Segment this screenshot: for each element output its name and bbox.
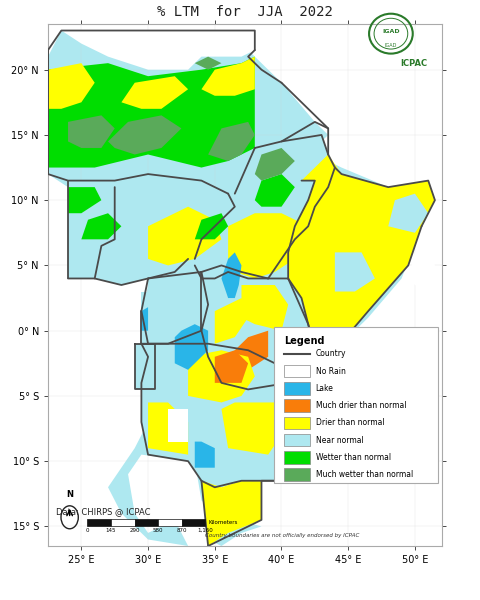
Polygon shape bbox=[188, 142, 342, 278]
Polygon shape bbox=[388, 194, 428, 233]
Polygon shape bbox=[228, 213, 315, 278]
Bar bbox=[182, 520, 205, 526]
Bar bbox=[284, 451, 310, 464]
Polygon shape bbox=[202, 481, 262, 546]
Text: IGAD: IGAD bbox=[382, 29, 400, 34]
Polygon shape bbox=[195, 213, 228, 239]
Bar bbox=[284, 416, 310, 429]
Text: Much wetter than normal: Much wetter than normal bbox=[316, 470, 413, 479]
Text: Legend: Legend bbox=[284, 336, 324, 346]
Polygon shape bbox=[208, 122, 255, 161]
Polygon shape bbox=[148, 403, 188, 455]
Polygon shape bbox=[108, 115, 181, 154]
Text: Kilometers: Kilometers bbox=[209, 520, 238, 525]
Bar bbox=[284, 468, 310, 481]
Text: Lake: Lake bbox=[316, 384, 334, 393]
Text: ICPAC: ICPAC bbox=[400, 59, 428, 68]
Bar bbox=[274, 327, 438, 484]
Polygon shape bbox=[81, 213, 121, 239]
Polygon shape bbox=[135, 344, 155, 389]
Polygon shape bbox=[142, 307, 148, 331]
Polygon shape bbox=[221, 403, 281, 455]
Polygon shape bbox=[335, 253, 375, 292]
Polygon shape bbox=[175, 324, 208, 370]
Polygon shape bbox=[228, 331, 268, 370]
Text: 145: 145 bbox=[106, 528, 116, 533]
Polygon shape bbox=[215, 350, 248, 383]
Text: N: N bbox=[66, 490, 73, 499]
Bar bbox=[284, 382, 310, 395]
Polygon shape bbox=[195, 56, 221, 70]
Text: Data: CHIRPS @ ICPAC: Data: CHIRPS @ ICPAC bbox=[56, 507, 150, 516]
Text: Much drier than normal: Much drier than normal bbox=[316, 401, 406, 410]
Polygon shape bbox=[188, 350, 255, 403]
Text: Wetter than normal: Wetter than normal bbox=[316, 453, 391, 462]
Polygon shape bbox=[255, 174, 295, 206]
Bar bbox=[284, 365, 310, 377]
Bar bbox=[111, 520, 134, 526]
Polygon shape bbox=[255, 148, 295, 181]
Polygon shape bbox=[241, 285, 288, 331]
Polygon shape bbox=[221, 253, 241, 298]
Polygon shape bbox=[288, 154, 435, 350]
Text: 580: 580 bbox=[153, 528, 164, 533]
Text: IGAD: IGAD bbox=[385, 43, 397, 47]
Polygon shape bbox=[215, 298, 248, 344]
Polygon shape bbox=[202, 265, 308, 389]
Text: 290: 290 bbox=[129, 528, 140, 533]
Polygon shape bbox=[235, 135, 328, 200]
Text: Near normal: Near normal bbox=[316, 436, 363, 445]
Polygon shape bbox=[142, 292, 155, 311]
Bar bbox=[87, 520, 111, 526]
Text: Drier than normal: Drier than normal bbox=[316, 418, 384, 427]
Polygon shape bbox=[48, 56, 255, 167]
Text: 0: 0 bbox=[85, 528, 89, 533]
Polygon shape bbox=[121, 76, 188, 109]
Polygon shape bbox=[148, 206, 221, 265]
Polygon shape bbox=[68, 115, 115, 148]
Polygon shape bbox=[195, 442, 215, 467]
Title: % LTM  for  JJA  2022: % LTM for JJA 2022 bbox=[157, 5, 333, 19]
Polygon shape bbox=[68, 174, 235, 285]
Text: 870: 870 bbox=[177, 528, 187, 533]
Polygon shape bbox=[48, 31, 435, 546]
Text: Country boundaries are not officially endorsed by ICPAC: Country boundaries are not officially en… bbox=[205, 533, 360, 538]
Bar bbox=[134, 520, 158, 526]
Polygon shape bbox=[408, 239, 435, 292]
Bar bbox=[158, 520, 182, 526]
Text: 1,160: 1,160 bbox=[198, 528, 213, 533]
Polygon shape bbox=[168, 409, 188, 442]
Polygon shape bbox=[61, 31, 255, 70]
Bar bbox=[284, 400, 310, 412]
Polygon shape bbox=[202, 56, 255, 96]
Polygon shape bbox=[68, 187, 101, 213]
Polygon shape bbox=[142, 344, 288, 487]
Text: Country: Country bbox=[316, 349, 346, 358]
Text: No Rain: No Rain bbox=[316, 367, 346, 376]
Polygon shape bbox=[142, 272, 208, 344]
Polygon shape bbox=[48, 63, 95, 109]
Bar bbox=[284, 434, 310, 446]
